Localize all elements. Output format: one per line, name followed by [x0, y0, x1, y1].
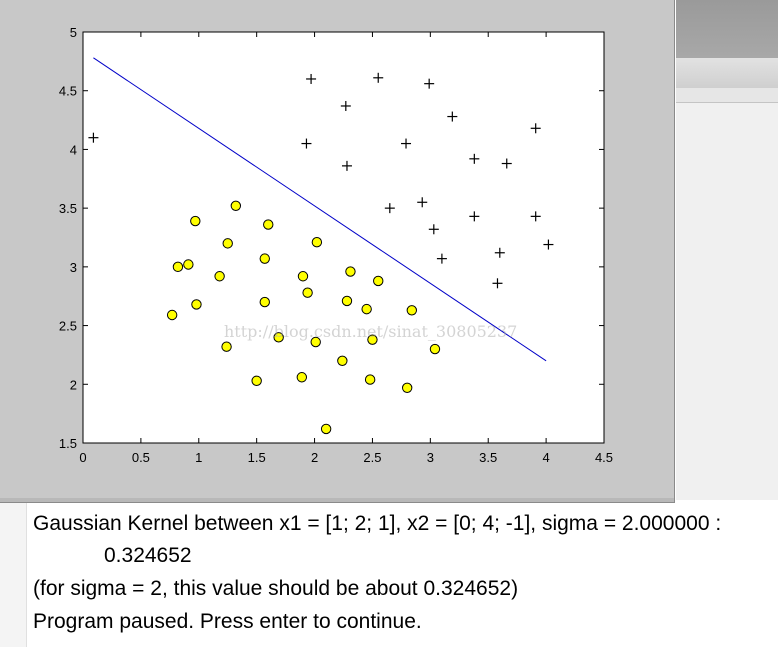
positive-examples — [88, 72, 554, 289]
plus-marker — [530, 123, 541, 134]
background-window-edge — [676, 88, 778, 103]
background-window[interactable] — [676, 0, 778, 500]
circle-marker — [221, 341, 232, 352]
plus-marker — [492, 278, 503, 289]
x-tick-label: 1 — [195, 450, 202, 465]
circle-marker — [345, 266, 356, 277]
command-window[interactable]: Gaussian Kernel between x1 = [1; 2; 1], … — [0, 503, 778, 647]
x-tick-label: 0.5 — [132, 450, 150, 465]
x-tick-label: 2 — [311, 450, 318, 465]
x-tick-label: 2.5 — [363, 450, 381, 465]
x-tick-label: 3 — [427, 450, 434, 465]
x-tick-label: 1.5 — [248, 450, 266, 465]
plus-marker — [424, 78, 435, 89]
plus-marker — [447, 111, 458, 122]
circle-marker — [361, 303, 372, 315]
plus-marker — [401, 138, 412, 149]
circle-marker — [311, 236, 323, 248]
y-tick-label: 3 — [70, 260, 77, 275]
circle-marker — [310, 336, 321, 348]
watermark: http://blog.csdn.net/sinat_30805237 — [224, 322, 518, 341]
circle-marker — [214, 271, 225, 282]
plus-marker — [530, 211, 541, 222]
circle-marker — [297, 271, 309, 282]
plus-marker — [469, 211, 480, 222]
plus-marker — [428, 224, 439, 235]
background-window-titlebar[interactable] — [676, 0, 778, 58]
plus-marker — [373, 72, 384, 83]
circle-marker — [367, 334, 378, 345]
y-tick-label: 1.5 — [59, 436, 77, 451]
circle-marker — [263, 219, 274, 230]
command-window-gutter — [0, 503, 27, 647]
console-output-paused: Program paused. Press enter to continue. — [33, 610, 422, 633]
axis-ticks — [82, 31, 605, 444]
plus-marker — [469, 153, 480, 164]
plot-axes-area — [82, 31, 605, 444]
circle-marker — [251, 375, 262, 386]
circle-marker — [302, 287, 313, 298]
circle-marker — [373, 275, 384, 287]
y-tick-label: 3.5 — [59, 201, 77, 216]
y-tick-label: 2.5 — [59, 319, 77, 334]
x-tick-label: 4 — [542, 450, 549, 465]
y-tick-label: 4 — [70, 142, 77, 157]
console-output-value: 0.324652 — [104, 544, 192, 567]
circle-marker — [401, 382, 413, 394]
decision-boundary-line — [93, 57, 547, 362]
figure-bottom-strip — [0, 498, 674, 502]
circle-marker — [337, 355, 348, 366]
plus-marker — [88, 132, 99, 143]
plus-marker — [384, 203, 395, 214]
plus-marker — [543, 239, 554, 250]
plus-marker — [501, 158, 512, 169]
circle-marker — [191, 299, 202, 310]
plus-marker — [306, 73, 317, 84]
circle-marker — [296, 372, 308, 383]
console-output-kernel: Gaussian Kernel between x1 = [1; 2; 1], … — [33, 512, 722, 535]
circle-marker — [183, 259, 194, 270]
y-tick-label: 4.5 — [59, 84, 77, 99]
plus-marker — [494, 247, 505, 258]
plus-marker — [417, 197, 428, 208]
circle-marker — [364, 374, 376, 385]
y-tick-label: 5 — [70, 25, 77, 40]
circle-marker — [259, 253, 270, 264]
y-axis-tick-labels: 1.5 2 2.5 3 3.5 4 4.5 5 — [59, 25, 77, 451]
circle-marker — [429, 343, 441, 355]
x-tick-label: 4.5 — [595, 450, 613, 465]
circle-marker — [190, 215, 201, 227]
circle-marker — [222, 238, 233, 249]
y-tick-label: 2 — [70, 377, 77, 392]
circle-marker — [230, 200, 242, 211]
circle-marker — [406, 305, 418, 316]
console-output-expected: (for sigma = 2, this value should be abo… — [33, 577, 519, 600]
circle-marker — [273, 332, 284, 343]
x-axis-tick-labels: 0 0.5 1 1.5 2 2.5 3 3.5 4 4.5 — [79, 450, 613, 465]
scatter-plot: 0 0.5 1 1.5 2 2.5 3 3.5 4 4.5 1.5 2 2.5 3 3.5 4 4.5 5 — [59, 25, 613, 465]
x-tick-label: 3.5 — [479, 450, 497, 465]
circle-marker — [341, 295, 353, 307]
circle-marker — [259, 296, 270, 308]
negative-examples — [166, 200, 441, 435]
x-tick-label: 0 — [79, 450, 86, 465]
plus-marker — [340, 100, 351, 111]
plus-marker — [301, 138, 312, 149]
circle-marker — [320, 423, 332, 435]
plus-marker — [436, 253, 447, 264]
plus-marker — [341, 160, 352, 171]
circle-marker — [166, 309, 178, 321]
circle-marker — [172, 261, 184, 273]
